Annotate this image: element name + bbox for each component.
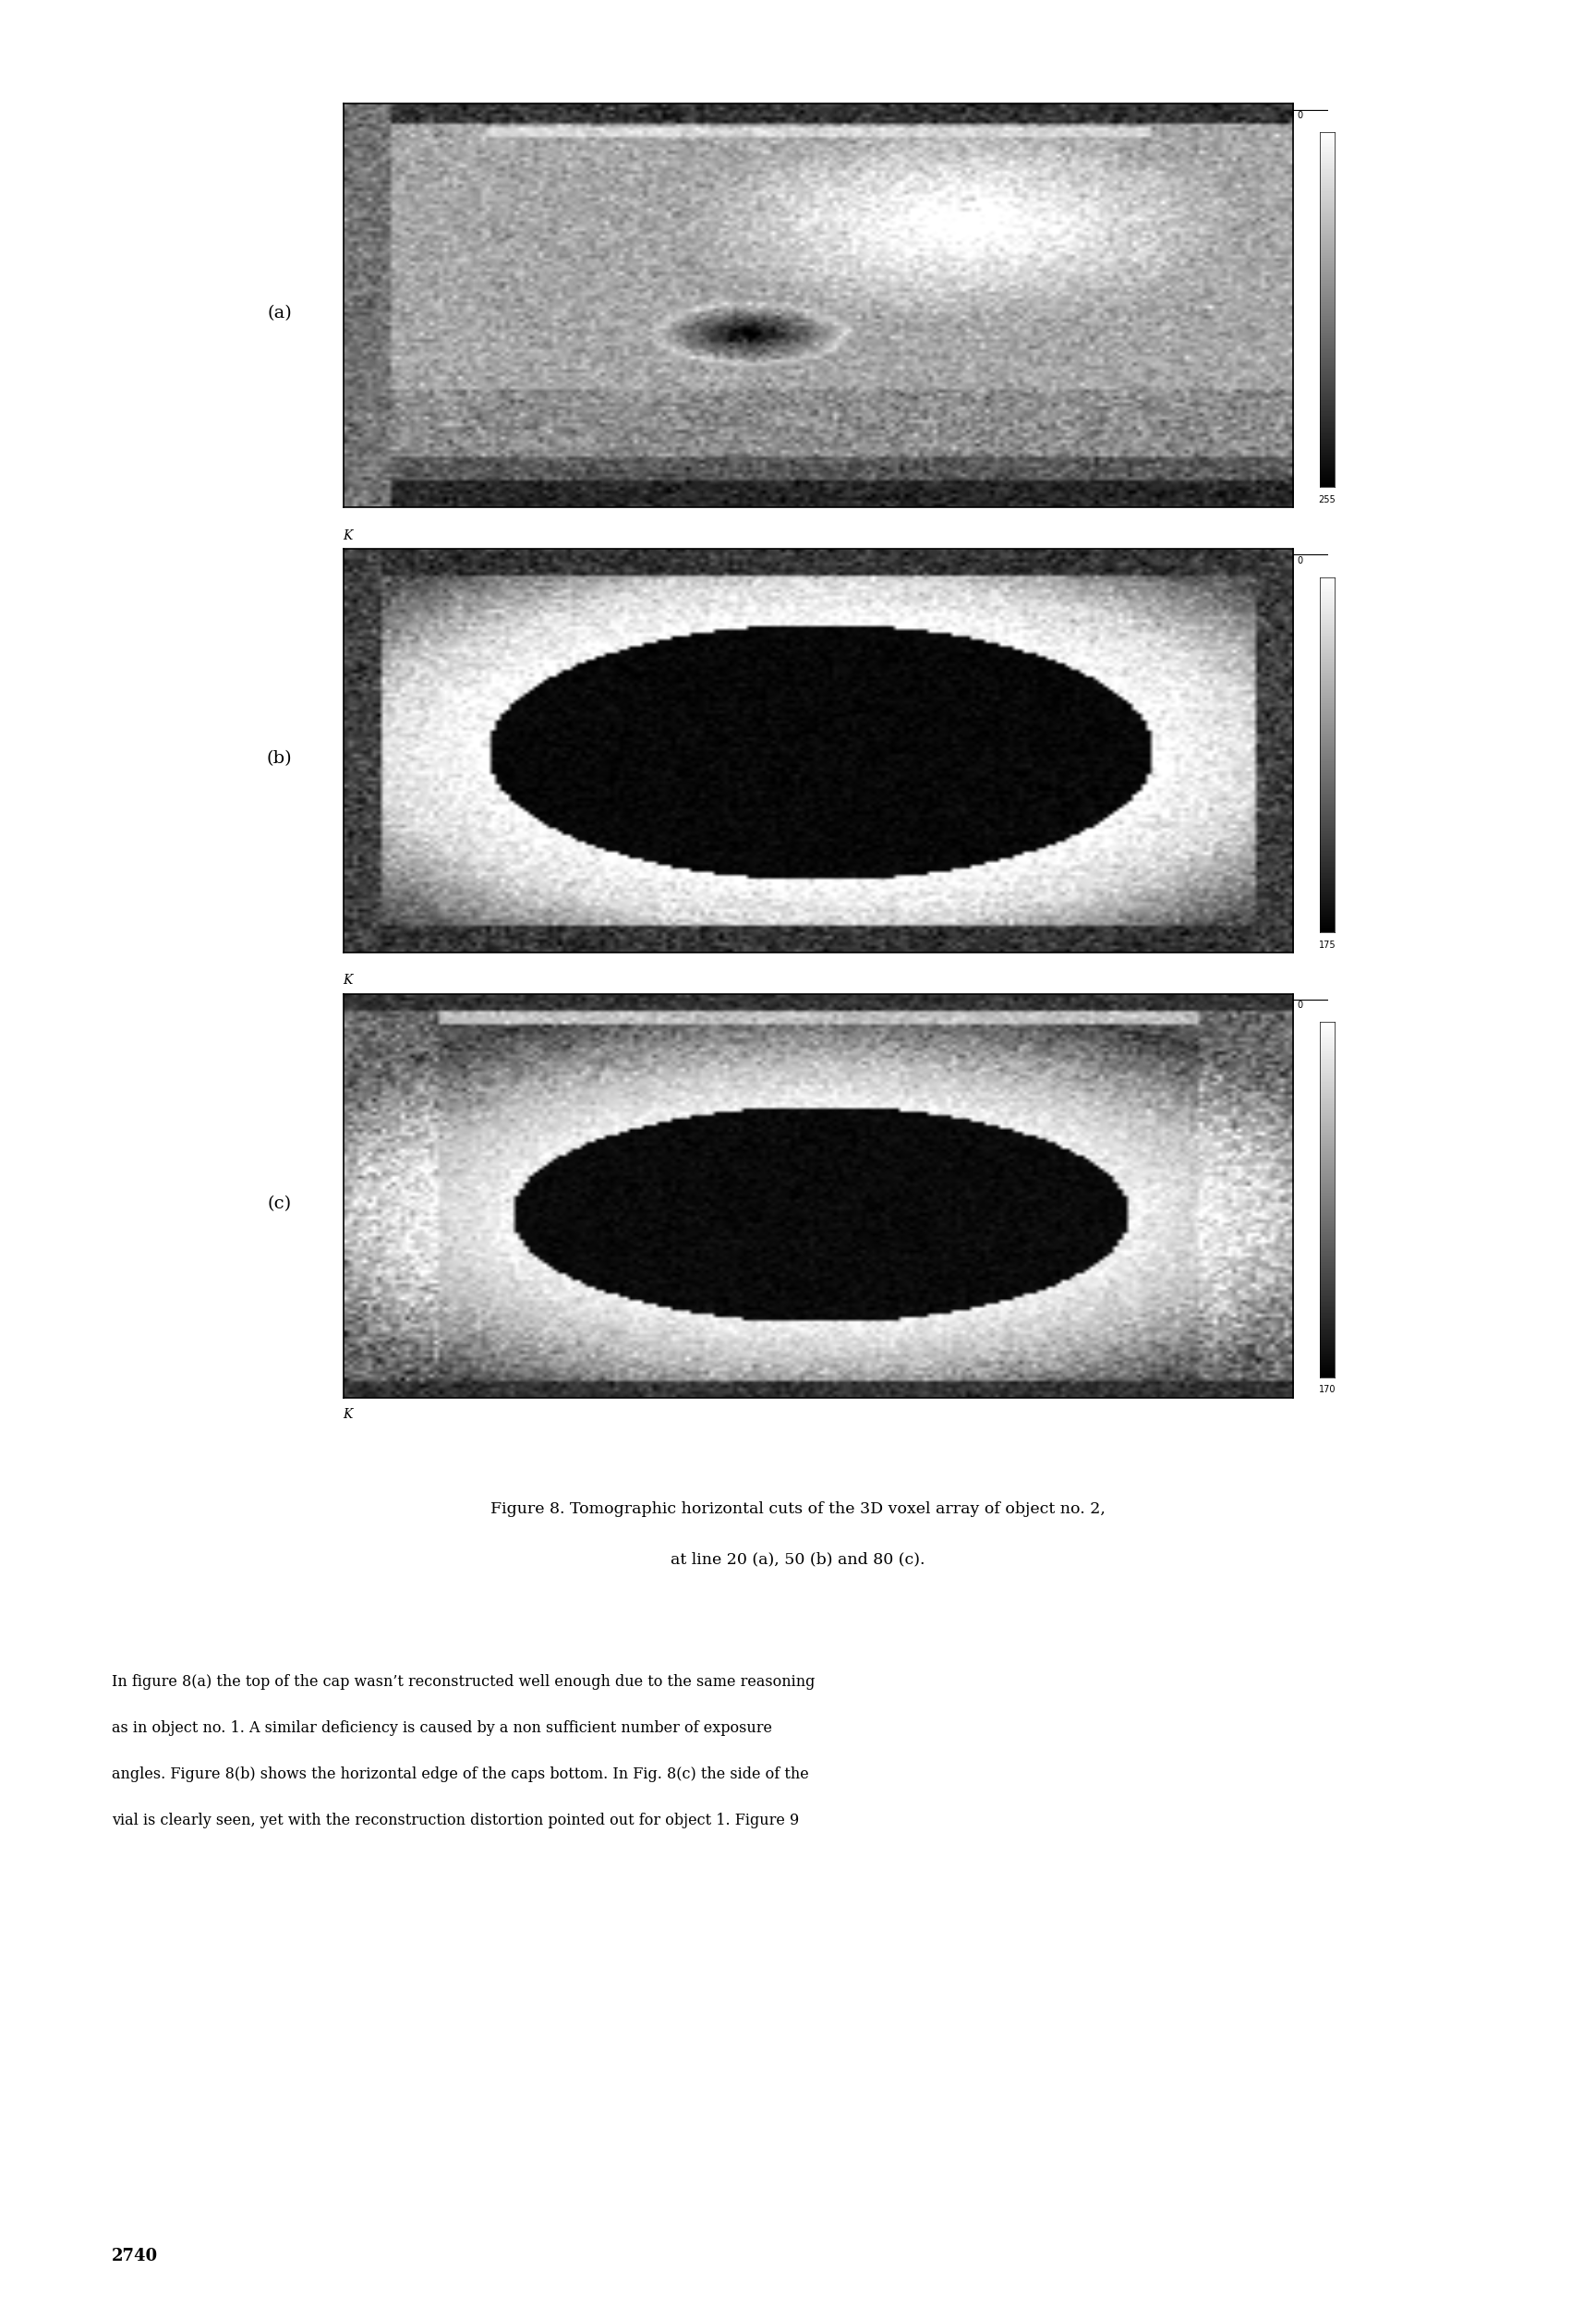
Text: 2740: 2740 bbox=[112, 2248, 158, 2264]
Text: 0: 0 bbox=[1298, 1001, 1304, 1010]
Text: 0: 0 bbox=[1298, 556, 1304, 565]
Text: at line 20 (a), 50 (b) and 80 (c).: at line 20 (a), 50 (b) and 80 (c). bbox=[670, 1552, 926, 1568]
Text: 170: 170 bbox=[1318, 1386, 1336, 1395]
Text: 175: 175 bbox=[1318, 941, 1336, 950]
Text: K: K bbox=[343, 528, 353, 542]
Text: 0: 0 bbox=[1298, 111, 1304, 120]
Text: angles. Figure 8(b) shows the horizontal edge of the caps bottom. In Fig. 8(c) t: angles. Figure 8(b) shows the horizontal… bbox=[112, 1766, 809, 1783]
Text: Figure 8. Tomographic horizontal cuts of the 3D voxel array of object no. 2,: Figure 8. Tomographic horizontal cuts of… bbox=[490, 1501, 1106, 1517]
Text: K: K bbox=[343, 1407, 353, 1420]
Text: K: K bbox=[343, 973, 353, 987]
Text: 255: 255 bbox=[1318, 496, 1336, 505]
Text: (b): (b) bbox=[267, 749, 292, 768]
Text: (a): (a) bbox=[267, 304, 292, 323]
Text: (c): (c) bbox=[267, 1195, 292, 1213]
Text: In figure 8(a) the top of the cap wasn’t reconstructed well enough due to the sa: In figure 8(a) the top of the cap wasn’t… bbox=[112, 1674, 816, 1690]
Text: vial is clearly seen, yet with the reconstruction distortion pointed out for obj: vial is clearly seen, yet with the recon… bbox=[112, 1813, 800, 1829]
Text: as in object no. 1. A similar deficiency is caused by a non sufficient number of: as in object no. 1. A similar deficiency… bbox=[112, 1720, 772, 1736]
